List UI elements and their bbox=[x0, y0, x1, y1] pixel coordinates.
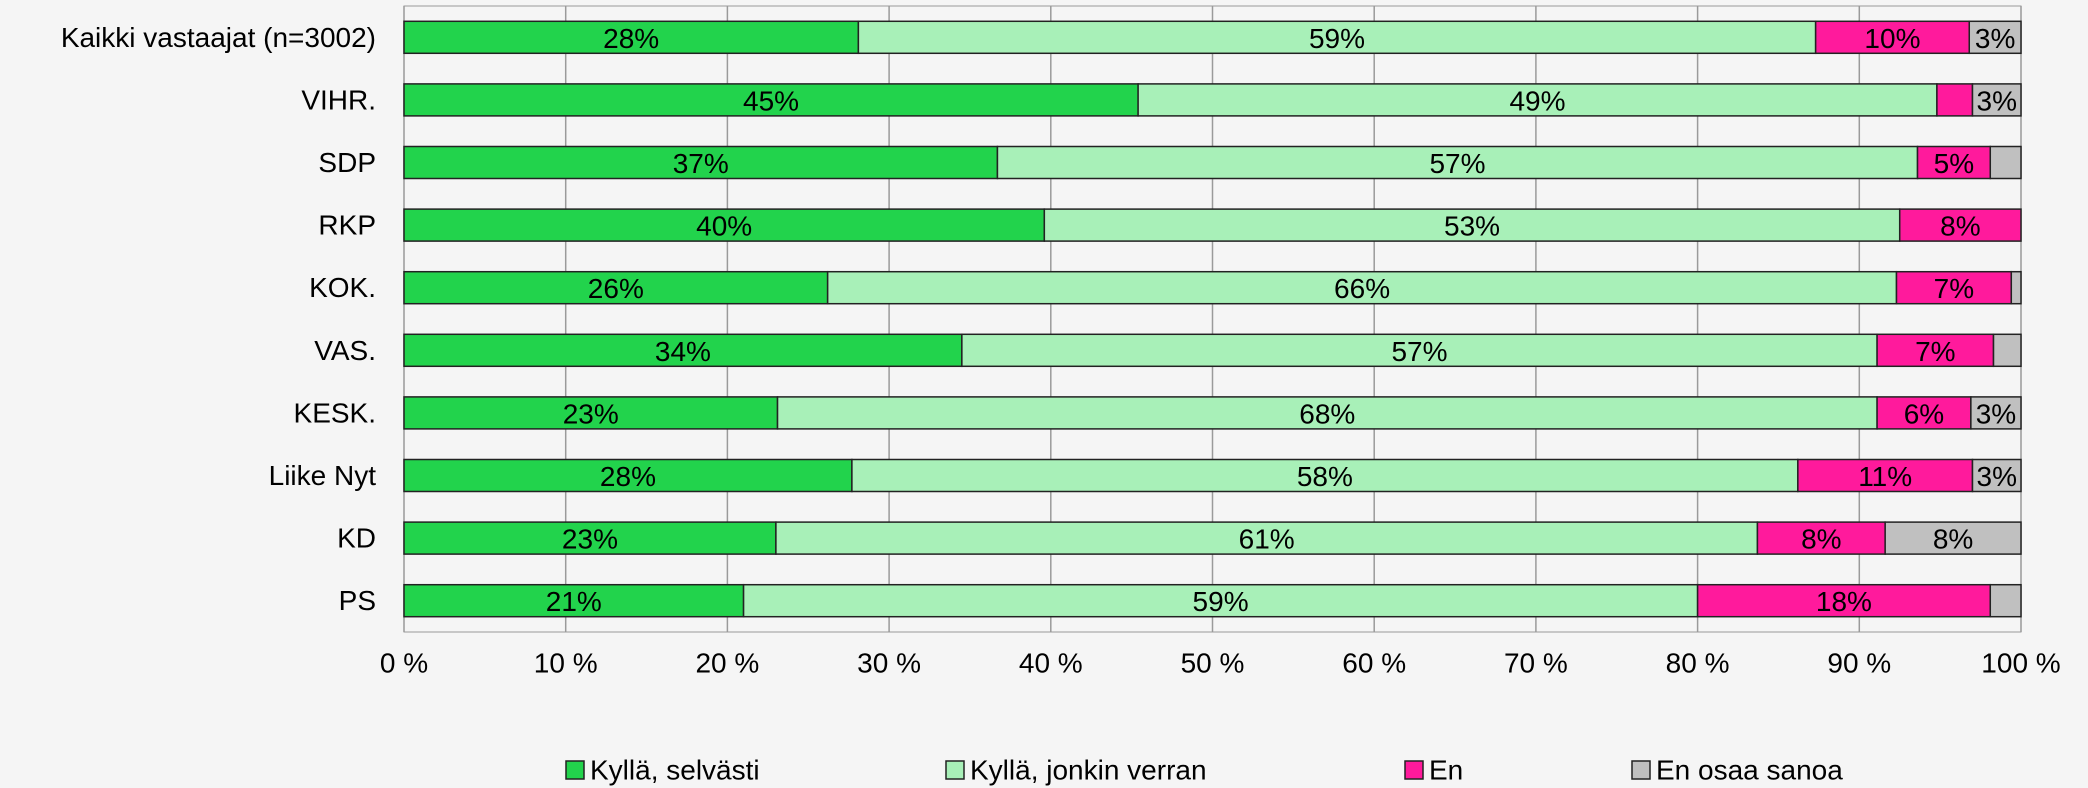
bar-label: 45% bbox=[743, 85, 799, 116]
bar-label: 7% bbox=[1915, 336, 1955, 367]
bar-segment bbox=[826, 270, 1898, 305]
bar-label: 6% bbox=[1904, 398, 1944, 429]
bar-segment bbox=[403, 333, 963, 368]
bar-segment bbox=[403, 208, 1046, 242]
bar-label: 7% bbox=[1934, 273, 1974, 304]
y-tick-label: SDP bbox=[318, 147, 376, 178]
bar-segment bbox=[857, 20, 1817, 55]
bar-segment bbox=[1043, 208, 1901, 242]
bar-segment bbox=[851, 458, 1799, 493]
bar-label: 61% bbox=[1239, 524, 1295, 555]
bar-label: 66% bbox=[1334, 273, 1390, 304]
bar-segment bbox=[403, 396, 779, 430]
x-tick-label: 80 % bbox=[1666, 648, 1730, 679]
legend-swatch bbox=[945, 760, 965, 780]
bar-label: 11% bbox=[1858, 461, 1912, 492]
bar-segment bbox=[1876, 333, 1995, 368]
x-tick-label: 30 % bbox=[857, 648, 921, 679]
bar-label: 8% bbox=[1933, 524, 1973, 555]
legend-label: Kyllä, jonkin verran bbox=[970, 755, 1207, 786]
bar-segment bbox=[1992, 333, 2022, 368]
bar-label: 28% bbox=[600, 461, 656, 492]
x-tick-label: 40 % bbox=[1019, 648, 1083, 679]
bar-label: 10% bbox=[1864, 23, 1920, 54]
bar-label: 57% bbox=[1429, 148, 1485, 179]
x-tick-label: 50 % bbox=[1181, 648, 1245, 679]
bar-label: 3% bbox=[1977, 85, 2017, 116]
x-tick-label: 0 % bbox=[380, 648, 428, 679]
bar-segment bbox=[403, 458, 853, 493]
y-tick-label: KOK. bbox=[309, 272, 376, 303]
y-tick-label: PS bbox=[339, 585, 376, 616]
bar-segment bbox=[1756, 521, 1886, 555]
bar-segment bbox=[1989, 145, 2022, 180]
y-tick-label: VIHR. bbox=[301, 84, 376, 115]
legend-swatch bbox=[1404, 760, 1424, 780]
bar-label: 40% bbox=[696, 211, 752, 242]
bar-label: 18% bbox=[1816, 586, 1872, 617]
bar-segment bbox=[1884, 521, 2022, 555]
bar-label: 3% bbox=[1977, 461, 2017, 492]
y-tick-label: KD bbox=[337, 523, 376, 554]
bar-segment bbox=[1895, 270, 2013, 305]
bar-segment bbox=[1797, 458, 1974, 493]
bar-segment bbox=[1970, 396, 2022, 430]
bar-segment bbox=[996, 145, 1919, 180]
bar-label: 28% bbox=[603, 23, 659, 54]
x-tick-label: 70 % bbox=[1504, 648, 1568, 679]
bar-label: 23% bbox=[563, 398, 619, 429]
bar-label: 3% bbox=[1975, 23, 2015, 54]
y-tick-label: VAS. bbox=[314, 335, 376, 366]
bar-segment bbox=[2010, 270, 2022, 305]
bar-label: 8% bbox=[1940, 211, 1980, 242]
x-tick-label: 100 % bbox=[1981, 648, 2060, 679]
bar-label: 59% bbox=[1193, 586, 1249, 617]
legend-swatch bbox=[1631, 760, 1651, 780]
y-tick-label: KESK. bbox=[294, 397, 376, 428]
x-tick-label: 20 % bbox=[695, 648, 759, 679]
x-tick-label: 10 % bbox=[534, 648, 598, 679]
bar-segment bbox=[1876, 396, 1972, 430]
bar-label: 5% bbox=[1934, 148, 1974, 179]
bar-label: 37% bbox=[673, 148, 729, 179]
bar-segment bbox=[1971, 458, 2022, 493]
bar-segment bbox=[403, 83, 1139, 117]
bar-label: 49% bbox=[1509, 85, 1565, 116]
x-tick-label: 90 % bbox=[1827, 648, 1891, 679]
bar-segment bbox=[1936, 83, 1974, 117]
bar-segment bbox=[1971, 83, 2022, 117]
bar-segment bbox=[1968, 20, 2022, 55]
legend-label: En bbox=[1429, 755, 1463, 786]
bar-segment bbox=[1137, 83, 1938, 117]
bar-label: 21% bbox=[546, 586, 602, 617]
bar-segment bbox=[1696, 583, 1992, 618]
bar-segment bbox=[403, 583, 745, 618]
bar-label: 34% bbox=[655, 336, 711, 367]
legend-label: Kyllä, selvästi bbox=[590, 755, 760, 786]
bar-label: 53% bbox=[1444, 211, 1500, 242]
bar-label: 58% bbox=[1297, 461, 1353, 492]
y-tick-label: Liike Nyt bbox=[269, 460, 377, 491]
bar-label: 23% bbox=[562, 524, 618, 555]
bar-segment bbox=[1898, 208, 2022, 242]
legend-label: En osaa sanoa bbox=[1656, 755, 1843, 786]
bar-label: 26% bbox=[588, 273, 644, 304]
bar-segment bbox=[1916, 145, 1992, 180]
bar-segment bbox=[1989, 583, 2022, 618]
y-tick-label: RKP bbox=[318, 210, 376, 241]
bar-label: 68% bbox=[1299, 398, 1355, 429]
bar-label: 59% bbox=[1309, 23, 1365, 54]
bar-label: 57% bbox=[1391, 336, 1447, 367]
legend-swatch bbox=[565, 760, 585, 780]
bar-label: 8% bbox=[1801, 524, 1841, 555]
bar-segment bbox=[742, 583, 1699, 618]
x-tick-label: 60 % bbox=[1342, 648, 1406, 679]
bar-segment bbox=[775, 521, 1759, 555]
y-tick-label: Kaikki vastaajat (n=3002) bbox=[61, 22, 376, 53]
bar-segment bbox=[403, 521, 777, 555]
bar-label: 3% bbox=[1976, 398, 2016, 429]
bar-segment bbox=[403, 270, 829, 305]
